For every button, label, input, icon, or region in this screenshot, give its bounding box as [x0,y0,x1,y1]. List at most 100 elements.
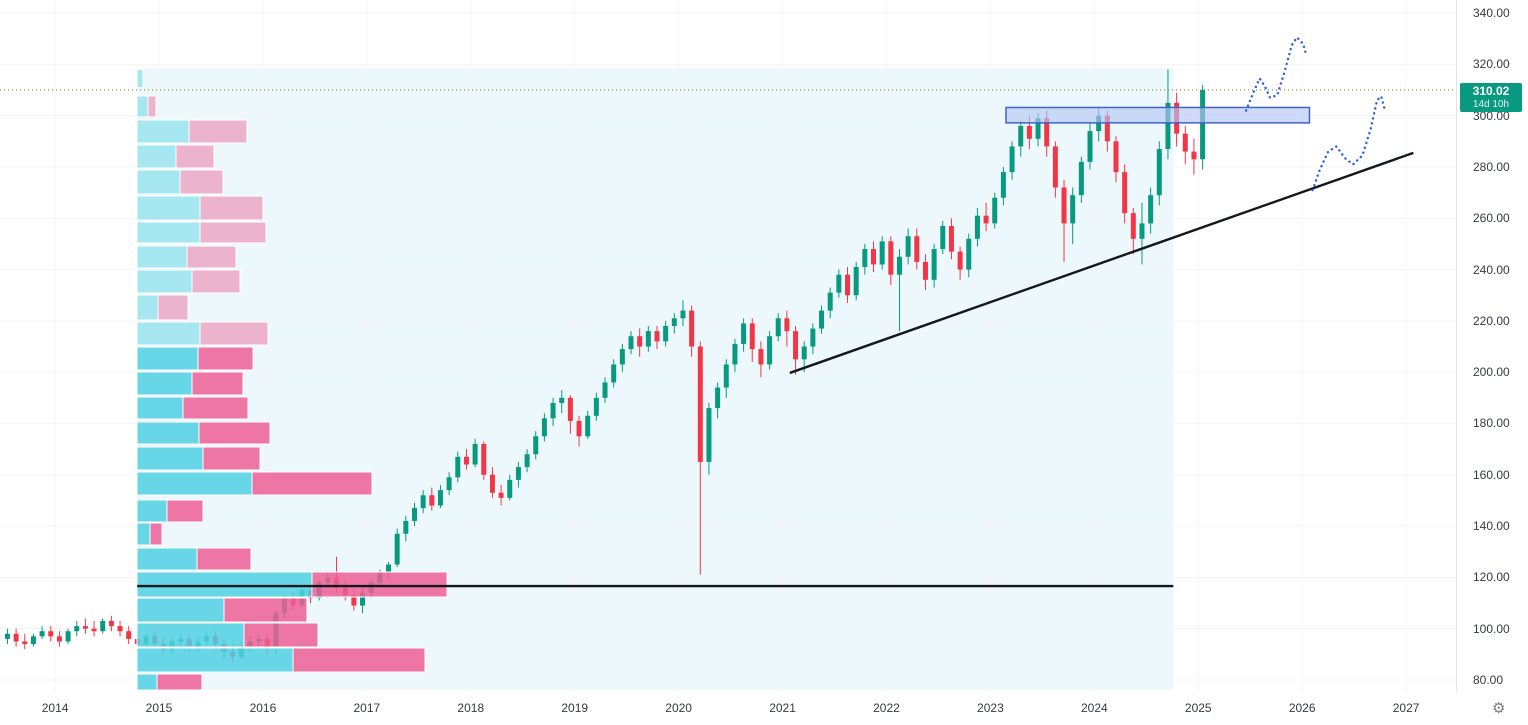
price-axis-label: 280.00 [1473,159,1510,174]
volume-profile-sell-bar [166,499,204,523]
candle-body [611,364,617,383]
candle-body [1044,118,1050,147]
candle-body [741,323,747,344]
candle-body [576,420,582,437]
candle-body [974,215,980,239]
candle-body [922,261,928,280]
settings-gear-icon[interactable]: ⚙ [1492,700,1506,717]
candle-body [827,292,833,311]
time-axis-year-label: 2021 [769,701,796,715]
candle-body [1122,172,1128,214]
volume-profile-sell-bar [223,597,308,623]
candle-body [567,397,573,421]
volume-profile-buy-bar [136,673,158,691]
candle-body [654,331,660,342]
candle-body [628,336,634,350]
volume-profile-sell-bar [198,421,271,445]
candle-body [524,454,530,468]
candle-body [56,636,62,642]
volume-profile-sell-bar [186,245,237,269]
price-axis-label: 200.00 [1473,365,1510,380]
candle-body [403,520,409,534]
candle-body [394,533,400,565]
candle-body [22,641,28,645]
projection-zigzag-drawing[interactable] [1311,95,1386,192]
candle-body [1061,187,1067,224]
candle-body [862,249,868,268]
candle-body [819,310,825,329]
candle-body [559,397,565,403]
time-axis[interactable]: 2014 2015 2016 2017 2018 2019 2020 2021 2022 2023… [0,692,1528,725]
volume-profile-sell-bar [157,294,189,321]
candle-body [619,349,625,365]
volume-profile-buy-bar [136,522,151,546]
candle-body [507,479,513,498]
price-axis-label: 220.00 [1473,313,1510,328]
candle-body [13,633,19,642]
time-axis-year-label: 2024 [1080,701,1108,715]
resistance-zone-box[interactable] [1005,106,1311,124]
candle-body [697,346,703,462]
time-axis-year-label: 2025 [1184,701,1212,715]
volume-profile-buy-bar [136,571,313,598]
candle-body [784,318,790,332]
time-axis-year-label: 2017 [353,701,381,715]
candle-body [1139,223,1145,239]
candle-body [1165,102,1171,150]
volume-profile-sell-bar [292,647,426,673]
candle-body [455,456,461,478]
time-axis-year-label: 2014 [41,701,69,715]
candle-body [420,495,426,509]
price-axis-label: 140.00 [1473,519,1510,534]
candle-body [360,592,366,606]
candle-body [793,331,799,360]
last-price-badge: 310.02 14d 10h [1460,82,1522,112]
candle-body [836,274,842,293]
candle-body [1026,125,1032,139]
candle-body [888,241,894,275]
price-axis-label: 120.00 [1473,570,1510,585]
candle-body [446,477,452,491]
projection-zigzag-drawing[interactable] [1244,36,1308,112]
ascending-trendline[interactable] [789,151,1414,375]
candle-body [30,636,36,645]
volume-profile-sell-bar [191,269,241,294]
volume-profile-buy-bar [136,346,199,371]
volume-profile-sell-bar [199,321,269,346]
candle-body [1148,195,1154,224]
candle-body [948,225,954,252]
candle-body [550,402,556,419]
candle-body [1070,195,1076,224]
candle-body [706,408,712,462]
volume-profile-buy-bar [136,499,168,523]
volume-profile-buy-bar [136,622,245,648]
volume-profile-buy-bar [136,647,294,673]
price-axis-label: 160.00 [1473,467,1510,482]
volume-profile-buy-bar [136,144,177,169]
price-axis[interactable]: 340.00 320.00 300.00 280.00 260.00 240.00 220.… [1457,0,1528,692]
candle-body [689,310,695,347]
volume-profile-buy-bar [136,95,149,118]
volume-profile-sell-bar [196,547,252,571]
candle-body [775,318,781,337]
candle-body [126,631,132,639]
volume-profile-buy-bar [136,421,200,445]
time-axis-year-label: 2026 [1288,701,1316,715]
candle-body [845,274,851,296]
candle-body [914,236,920,262]
candle-body [541,418,547,437]
time-axis-year-label: 2027 [1392,701,1420,715]
candle-body [4,633,10,639]
time-axis-year-label: 2020 [665,701,692,715]
candle-body [481,443,487,475]
candle-body [91,628,97,632]
candle-body [463,456,469,465]
time-axis-year-label: 2015 [145,701,173,715]
candle-body [966,238,972,270]
candle-body [1078,161,1084,196]
candle-body [732,343,738,365]
candle-body [65,631,71,642]
time-axis-year-label: 2023 [977,701,1004,715]
candle-body [749,323,755,350]
